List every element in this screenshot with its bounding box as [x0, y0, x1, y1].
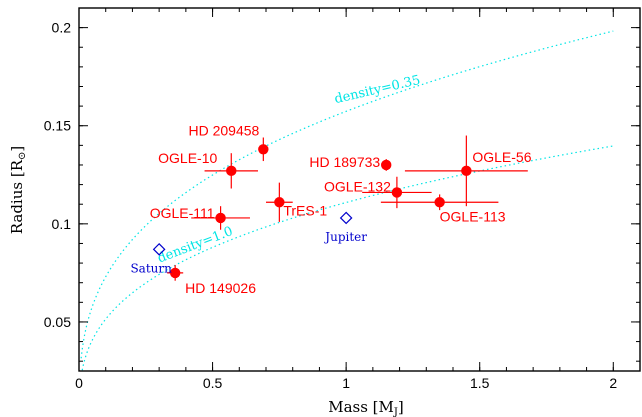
planet-label: OGLE-113 — [440, 208, 506, 224]
planet-point — [391, 187, 403, 198]
x-axis-title: Mass [MJ] — [328, 398, 404, 417]
plot-frame — [78, 7, 641, 372]
planet-label: OGLE-111 — [150, 205, 215, 221]
x-tick-label: 1 — [342, 375, 350, 391]
x-tick-label: 2 — [609, 375, 617, 391]
y-tick-label: 0.1 — [52, 216, 72, 232]
planet-point — [274, 197, 285, 208]
x-tick-label: 0.5 — [203, 375, 223, 391]
density-curve — [80, 30, 614, 359]
planet-point — [226, 165, 237, 177]
x-tick-label: 0 — [75, 375, 83, 391]
planet-point — [258, 144, 269, 155]
reference-planet-label: Jupiter — [323, 230, 367, 244]
planet-point — [461, 165, 472, 177]
planet-point — [169, 267, 181, 279]
planet-label: OGLE-132 — [324, 178, 391, 194]
reference-planet-marker — [152, 242, 166, 256]
planet-label: TrES-1 — [283, 202, 327, 218]
axes — [78, 7, 641, 372]
y-axis-title: Radius [R⊙] — [8, 146, 28, 235]
planet-label: OGLE-10 — [158, 150, 217, 166]
density-curve — [81, 145, 614, 371]
planet-label: OGLE-56 — [472, 149, 531, 165]
planet-label: HD 209458 — [189, 122, 260, 138]
axis-ticks: 0 0.5 1 1.5 2 0.05 0.1 0.15 0.2 — [44, 7, 641, 391]
planet-point — [434, 197, 445, 208]
planet-label: HD 149026 — [185, 280, 256, 296]
y-tick-label: 0.05 — [44, 314, 71, 330]
planet-point — [215, 212, 226, 224]
reference-planet-label: Saturn — [130, 261, 172, 275]
y-tick-label: 0.15 — [44, 118, 71, 134]
density-curve-label: density=1.0 — [156, 224, 235, 266]
reference-planet-marker — [339, 211, 353, 225]
density-curves: density=0.35 density=1.0 — [80, 30, 614, 371]
data-points — [152, 144, 472, 279]
y-tick-label: 0.2 — [52, 20, 72, 36]
planet-point — [381, 159, 392, 171]
x-tick-label: 1.5 — [470, 375, 490, 391]
planet-label: HD 189733 — [309, 154, 380, 170]
density-curve-label: density=0.35 — [333, 73, 422, 107]
point-labels: HD 209458 OGLE-10 OGLE-111 TrES-1 HD 149026 H… — [130, 122, 531, 296]
